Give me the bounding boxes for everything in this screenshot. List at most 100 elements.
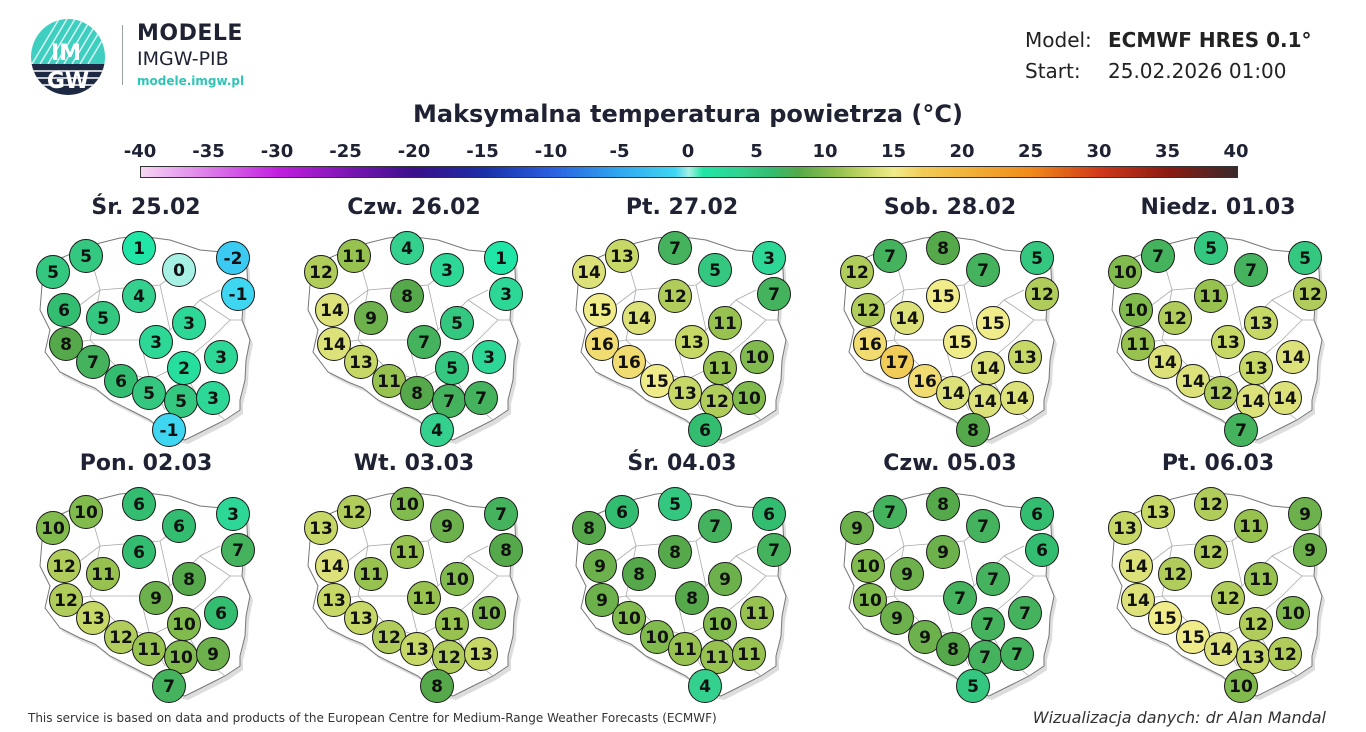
start-row: Start: 25.02.2026 01:00 [0,59,1366,85]
station-temperature: 7 [1235,421,1247,441]
station-temperature: 6 [1031,505,1043,525]
station-temperature: 6 [1036,541,1048,561]
station-marker [122,231,156,265]
station-temperature: 13 [680,333,704,353]
station-temperature: 12 [54,591,78,611]
station-temperature: 14 [941,384,965,404]
station-marker [430,509,464,543]
station-marker [1000,637,1034,671]
station-temperature: 8 [686,589,698,609]
station-temperature: 8 [967,421,979,441]
station-marker [315,293,349,327]
station-marker [926,231,960,265]
colorbar-tick-label: 20 [949,141,975,162]
station-temperature: 5 [451,314,463,334]
day-title: Pt. 06.03 [1161,451,1275,476]
station-temperature: 7 [977,517,989,537]
station-temperature: 10 [856,557,880,577]
station-temperature: 14 [320,301,344,321]
station-marker [1020,241,1054,275]
station-temperature: 14 [1273,389,1297,409]
station-marker [851,293,885,327]
station-marker [936,632,970,666]
station-marker [162,509,196,543]
station-marker [1211,325,1245,359]
station-marker [732,381,766,415]
station-temperature: 4 [133,287,145,307]
station-marker [703,607,737,641]
brand-name: MODELE [137,21,243,46]
station-temperature: 0 [173,261,185,281]
station-temperature: 11 [91,565,115,585]
station-temperature: 10 [1281,604,1305,624]
station-temperature: 15 [645,372,669,392]
station-temperature: 11 [440,615,464,635]
station-temperature: 10 [708,615,732,635]
station-temperature: 5 [97,309,109,329]
station-marker [1108,511,1142,545]
station-temperature: 9 [937,543,949,563]
station-marker [926,535,960,569]
svg-text:IM: IM [51,41,81,66]
station-temperature: 13 [1241,648,1265,668]
station-temperature: 14 [1005,389,1029,409]
station-temperature: 7 [768,285,780,305]
station-marker [400,632,434,666]
station-temperature: 8 [937,239,949,259]
station-marker [221,533,255,567]
station-temperature: 7 [232,541,244,561]
station-marker [122,279,156,313]
station-temperature: 13 [349,609,373,629]
station-temperature: 9 [1299,505,1311,525]
day-title: Śr. 25.02 [91,195,201,220]
station-marker [162,253,196,287]
station-temperature: 15 [588,301,612,321]
brand-url-link[interactable]: modele.imgw.pl [137,74,245,88]
station-marker [668,632,702,666]
station-marker [853,327,887,361]
station-temperature: 8 [431,677,443,697]
station-temperature: 11 [1239,517,1263,537]
colorbar-tick-label: 0 [681,141,695,162]
station-temperature: 7 [163,677,175,697]
station-marker [688,413,722,447]
station-temperature: 12 [845,263,869,283]
station-marker [890,557,924,591]
day-title: Niedz. 01.03 [1140,195,1296,220]
station-temperature: 8 [947,640,959,660]
station-temperature: 9 [207,645,219,665]
station-temperature: 10 [745,348,769,368]
station-temperature: 8 [937,495,949,515]
station-temperature: 9 [901,565,913,585]
station-temperature: 10 [477,604,501,624]
station-marker [196,637,230,671]
station-temperature: 12 [856,301,880,321]
station-marker [1239,607,1273,641]
colorbar-tick-label: -35 [192,141,225,162]
station-marker [658,535,692,569]
station-marker [585,583,619,617]
station-marker [472,340,506,374]
station-marker [873,239,907,273]
station-marker [69,239,103,273]
station-marker [76,345,110,379]
station-marker [853,583,887,617]
station-temperature: -2 [224,249,243,269]
station-marker [1276,340,1310,374]
station-temperature: 6 [173,517,185,537]
station-temperature: 5 [175,392,187,412]
station-temperature: 14 [1241,392,1265,412]
station-temperature: 7 [495,505,507,525]
station-temperature: 11 [737,645,761,665]
station-marker [204,340,238,374]
station-marker [1121,327,1155,361]
station-temperature: 10 [737,389,761,409]
station-marker [926,487,960,521]
station-temperature: 2 [178,359,190,379]
station-temperature: 16 [590,335,614,355]
station-marker [966,253,1000,287]
station-temperature: 13 [349,353,373,373]
station-marker [658,487,692,521]
